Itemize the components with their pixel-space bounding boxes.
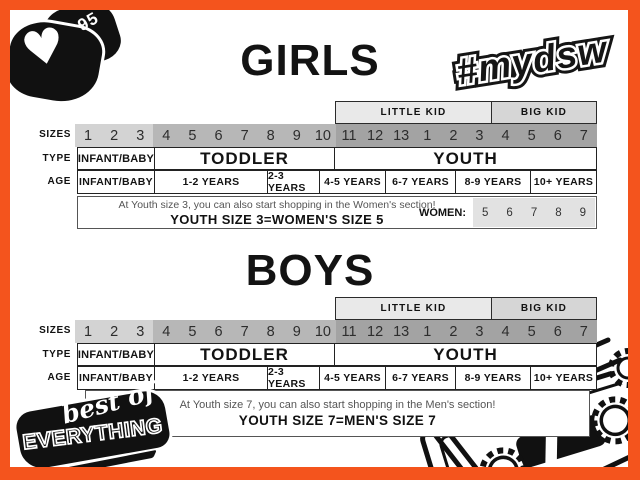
women-sizes-box: 5 6 7 8 9 <box>473 198 595 227</box>
age-row-label: AGE <box>47 372 71 383</box>
size-cell: 9 <box>283 124 310 147</box>
size-cell: 7 <box>231 124 258 147</box>
size-cell: 10 <box>309 320 336 343</box>
little-kid-header: LITTLE KID <box>335 297 492 320</box>
size-cell: 4 <box>492 124 519 147</box>
women-size-cell: 8 <box>555 206 562 219</box>
boys-title: BOYS <box>245 246 375 295</box>
age-cell: 10+ YEARS <box>531 366 597 390</box>
size-cell: 5 <box>179 320 206 343</box>
size-cell: 3 <box>127 320 154 343</box>
sizes-row-label: SIZES <box>39 129 71 140</box>
type-row-label: TYPE <box>42 153 71 164</box>
size-cell: 13 <box>388 124 415 147</box>
age-cell: INFANT/BABY <box>77 366 155 390</box>
size-cell: 8 <box>257 124 284 147</box>
women-size-cell: 6 <box>506 206 513 219</box>
size-cell: 7 <box>231 320 258 343</box>
girls-note-texts: At Youth size 3, you can also start shop… <box>78 197 476 228</box>
girls-note-box: At Youth size 3, you can also start shop… <box>77 196 597 229</box>
type-youth: YOUTH <box>335 343 597 366</box>
little-kid-header: LITTLE KID <box>335 101 492 124</box>
girls-note-line1: At Youth size 3, you can also start shop… <box>118 198 436 211</box>
kid-header-row: LITTLE KID BIG KID <box>335 297 597 320</box>
size-cell: 3 <box>466 320 493 343</box>
size-cell: 5 <box>518 124 545 147</box>
size-cell: 6 <box>205 124 232 147</box>
size-cell: 7 <box>570 124 597 147</box>
women-size-cell: 9 <box>579 206 587 219</box>
size-cell: 9 <box>283 320 310 343</box>
size-cell: 5 <box>518 320 545 343</box>
type-youth: YOUTH <box>335 147 597 170</box>
women-size-cell: 7 <box>530 206 538 219</box>
size-cell: 13 <box>388 320 415 343</box>
girls-title: GIRLS <box>240 36 380 85</box>
big-kid-header: BIG KID <box>492 297 597 320</box>
age-cell: 6-7 YEARS <box>386 170 456 194</box>
size-cell: 1 <box>414 124 441 147</box>
size-cell: 12 <box>362 124 389 147</box>
age-cell: 1-2 YEARS <box>155 170 268 194</box>
type-infant-baby: INFANT/BABY <box>77 147 155 170</box>
type-infant-baby: INFANT/BABY <box>77 343 155 366</box>
women-label: WOMEN: <box>418 206 466 219</box>
age-cell: 10+ YEARS <box>531 170 597 194</box>
age-cell: 4-5 YEARS <box>320 170 386 194</box>
size-cell: 6 <box>544 124 571 147</box>
boys-sizes-row: 1 2 3 4 5 6 7 8 9 10 11 12 13 1 2 3 4 5 6 7 <box>75 320 597 343</box>
size-cell: 4 <box>153 124 180 147</box>
size-cell: 8 <box>257 320 284 343</box>
age-cell: INFANT/BABY <box>77 170 155 194</box>
boys-type-row: INFANT/BABY TODDLER YOUTH <box>77 343 597 366</box>
mydsw-text: #mydsw <box>454 28 611 93</box>
heart-badge-sticker: ♥ 95 <box>2 0 126 108</box>
age-row-label: AGE <box>47 176 71 187</box>
size-cell: 3 <box>127 124 154 147</box>
age-cell: 2-3 YEARS <box>268 170 320 194</box>
type-toddler: TODDLER <box>155 343 335 366</box>
big-kid-header: BIG KID <box>492 101 597 124</box>
age-cell: 1-2 YEARS <box>155 366 268 390</box>
girls-type-row: INFANT/BABY TODDLER YOUTH <box>77 147 597 170</box>
boys-age-row: INFANT/BABY 1-2 YEARS 2-3 YEARS 4-5 YEAR… <box>77 366 597 390</box>
mydsw-sticker: #mydsw <box>437 8 627 113</box>
size-cell: 12 <box>362 320 389 343</box>
size-cell: 11 <box>335 320 363 343</box>
age-cell: 4-5 YEARS <box>320 366 386 390</box>
girls-sizes-row: 1 2 3 4 5 6 7 8 9 10 11 12 13 1 2 3 4 5 6 7 <box>75 124 597 147</box>
type-toddler: TODDLER <box>155 147 335 170</box>
age-cell: 8-9 YEARS <box>456 366 531 390</box>
size-cell: 10 <box>309 124 336 147</box>
type-row-label: TYPE <box>42 349 71 360</box>
size-cell: 4 <box>153 320 180 343</box>
size-cell: 11 <box>335 124 363 147</box>
best-of-everything-sticker: best of EVERYTHING <box>8 377 192 480</box>
boys-note-box: At Youth size 7, you can also start shop… <box>85 390 590 437</box>
kid-header-row: LITTLE KID BIG KID <box>335 101 597 124</box>
boys-note-line1: At Youth size 7, you can also start shop… <box>179 399 496 411</box>
size-cell: 2 <box>440 124 467 147</box>
age-cell: 6-7 YEARS <box>386 366 456 390</box>
women-size-cell: 5 <box>482 206 489 219</box>
girls-note-line2: YOUTH SIZE 3=WOMEN'S SIZE 5 <box>170 211 384 227</box>
size-cell: 5 <box>179 124 206 147</box>
size-cell: 1 <box>414 320 441 343</box>
girls-age-row: INFANT/BABY 1-2 YEARS 2-3 YEARS 4-5 YEAR… <box>77 170 597 194</box>
size-cell: 6 <box>205 320 232 343</box>
size-cell: 6 <box>544 320 571 343</box>
size-cell: 1 <box>75 124 102 147</box>
size-cell: 7 <box>570 320 597 343</box>
boys-note-line2: YOUTH SIZE 7=MEN'S SIZE 7 <box>238 413 437 428</box>
size-cell: 2 <box>101 320 128 343</box>
size-cell: 4 <box>492 320 519 343</box>
size-cell: 3 <box>466 124 493 147</box>
sizes-row-label: SIZES <box>39 325 71 336</box>
size-cell: 2 <box>440 320 467 343</box>
size-cell: 2 <box>101 124 128 147</box>
age-cell: 2-3 YEARS <box>268 366 320 390</box>
age-cell: 8-9 YEARS <box>456 170 531 194</box>
size-cell: 1 <box>75 320 102 343</box>
